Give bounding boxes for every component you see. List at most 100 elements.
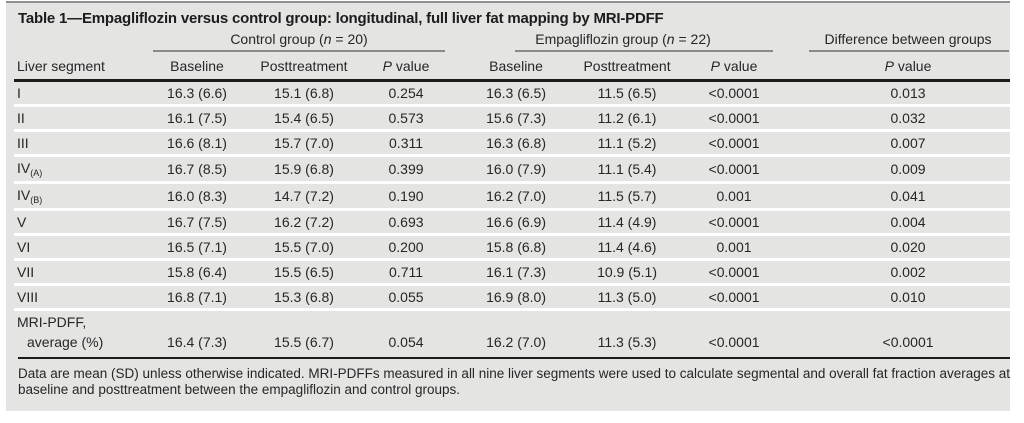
table-row: III 16.6 (8.1) 15.7 (7.0) 0.311 16.3 (6.8) 11… [14, 130, 1011, 156]
column-spacer [448, 285, 466, 310]
table-row: II 16.1 (7.5) 15.4 (6.5) 0.573 15.6 (7.3) 11.… [14, 105, 1011, 131]
table-cell: 0.190 [388, 188, 424, 204]
table-cell: 15.8 (6.8) [486, 239, 546, 255]
column-header-liver-segment: Liver segment [14, 53, 150, 82]
table-cell: 16.6 (6.9) [486, 214, 546, 230]
liver-segment-label: VII [17, 264, 35, 280]
table-cell: 15.6 (7.3) [486, 110, 546, 126]
table-cell: 11.3 (5.3) [597, 334, 657, 350]
column-spacer [448, 310, 466, 355]
table-cell: 0.002 [890, 264, 926, 280]
column-header-spacer [780, 53, 807, 82]
table-cell: 16.6 (8.1) [167, 135, 227, 151]
table-body: I 16.3 (6.6) 15.1 (6.8) 0.254 16.3 (6.5) 11.5… [14, 80, 1011, 355]
table-footnote: Data are mean (SD) unless otherwise indi… [18, 357, 1010, 398]
table-cell: 16.3 (6.8) [486, 135, 546, 151]
column-spacer [780, 131, 806, 156]
group-header-spacer [448, 30, 466, 53]
liver-segment-label: II [17, 110, 25, 126]
group-underline-difference [809, 50, 1010, 52]
column-header-empagliflozin-posttreatment: Posttreatment [566, 53, 689, 82]
table-cell: 15.1 (6.8) [274, 85, 334, 101]
table-row: VIII 16.8 (7.1) 15.3 (6.8) 0.055 16.9 (8.0) 1… [14, 284, 1011, 310]
table-cell: 0.711 [389, 264, 424, 280]
column-header-difference-pvalue: P value [806, 53, 1011, 82]
table-cell: 0.055 [388, 289, 424, 305]
group-header-empty [14, 30, 150, 53]
table-cell: 0.054 [388, 334, 424, 350]
table-cell: 0.311 [389, 135, 424, 151]
column-spacer [780, 106, 806, 131]
column-spacer [780, 81, 806, 106]
column-spacer [780, 285, 806, 310]
table-cell: 11.5 (5.7) [597, 188, 657, 204]
table-cell: 0.001 [716, 188, 752, 204]
group-header-row: Control group (n = 20) Empagliflozin gro… [14, 30, 1010, 53]
group-underline-control [153, 50, 446, 52]
table-cell: 15.9 (6.8) [274, 161, 334, 177]
column-spacer [448, 235, 466, 260]
table-cell: 16.1 (7.5) [167, 110, 227, 126]
table-cell: 15.4 (6.5) [274, 110, 334, 126]
group-header-empagliflozin: Empagliflozin group (n = 22) [466, 30, 780, 53]
liver-segment-label: V [17, 214, 27, 230]
table-row: V 16.7 (7.5) 16.2 (7.2) 0.693 16.6 (6.9) 11.4… [14, 209, 1011, 235]
table-cell: 0.020 [890, 239, 926, 255]
table-cell: 15.5 (6.5) [274, 264, 334, 280]
liver-segment-label: MRI-PDFF, average (%) [17, 314, 104, 350]
column-header-control-baseline: Baseline [150, 53, 244, 82]
table-cell: 11.5 (6.5) [597, 85, 657, 101]
table-panel: Table 1—Empagliflozin versus control gro… [6, 1, 1011, 411]
table-row: I 16.3 (6.6) 15.1 (6.8) 0.254 16.3 (6.5) 11.5… [14, 80, 1011, 106]
table-cell: 0.007 [890, 135, 926, 151]
table-cell: 10.9 (5.1) [597, 264, 657, 280]
table-row: IV(A) 16.7 (8.5) 15.9 (6.8) 0.399 16.0 (7.9)… [14, 155, 1011, 183]
liver-segment-label: VIII [17, 289, 39, 305]
liver-segment-label: VI [17, 239, 31, 255]
table-cell: 15.3 (6.8) [274, 289, 334, 305]
column-spacer [448, 210, 466, 235]
table-cell: 16.2 (7.0) [486, 188, 546, 204]
table-cell: 0.004 [890, 214, 926, 230]
table-cell: 0.001 [716, 239, 752, 255]
table-cell: <0.0001 [882, 334, 934, 350]
column-spacer [780, 235, 806, 260]
group-header-empagliflozin-label: Empagliflozin group (n = 22) [535, 31, 711, 47]
liver-segment-label: IV(A) [17, 160, 43, 178]
column-spacer [448, 183, 466, 210]
column-spacer [780, 210, 806, 235]
table-cell: 16.5 (7.1) [167, 239, 227, 255]
table-cell: 0.693 [388, 214, 424, 230]
table-cell: <0.0001 [708, 85, 760, 101]
table-cell: 0.009 [890, 161, 926, 177]
group-header-control-label: Control group (n = 20) [230, 31, 368, 47]
group-header-difference: Difference between groups [806, 30, 1010, 53]
table-title: Table 1—Empagliflozin versus control gro… [18, 10, 664, 27]
table-cell: 0.573 [388, 110, 424, 126]
table-cell: 16.8 (7.1) [167, 289, 227, 305]
column-header-row: Liver segment Baseline Posttreatment P v… [14, 53, 1011, 82]
table-cell: <0.0001 [708, 135, 760, 151]
liver-segment-label: IV(B) [17, 187, 43, 205]
table-cell: 0.032 [890, 110, 926, 126]
table-cell: 0.041 [890, 188, 926, 204]
table-cell: 16.7 (8.5) [167, 161, 227, 177]
table-cell: 16.0 (7.9) [486, 161, 546, 177]
column-spacer [448, 81, 466, 106]
group-header-spacer [780, 30, 806, 53]
table-cell: 14.7 (7.2) [274, 188, 334, 204]
table-cell: 11.1 (5.2) [597, 135, 657, 151]
column-spacer [448, 156, 466, 183]
table-cell: 15.8 (6.4) [167, 264, 227, 280]
liver-segment-label: III [17, 135, 29, 151]
table-cell: 16.2 (7.2) [274, 214, 334, 230]
column-spacer [448, 260, 466, 285]
table-cell: 16.0 (8.3) [167, 188, 227, 204]
table-cell: 0.399 [388, 161, 424, 177]
liver-segment-label: I [17, 85, 21, 101]
column-spacer [780, 183, 806, 210]
table-cell: 15.5 (7.0) [274, 239, 334, 255]
table-cell: 15.7 (7.0) [274, 135, 334, 151]
table-cell: <0.0001 [708, 214, 760, 230]
table-cell: 16.7 (7.5) [167, 214, 227, 230]
